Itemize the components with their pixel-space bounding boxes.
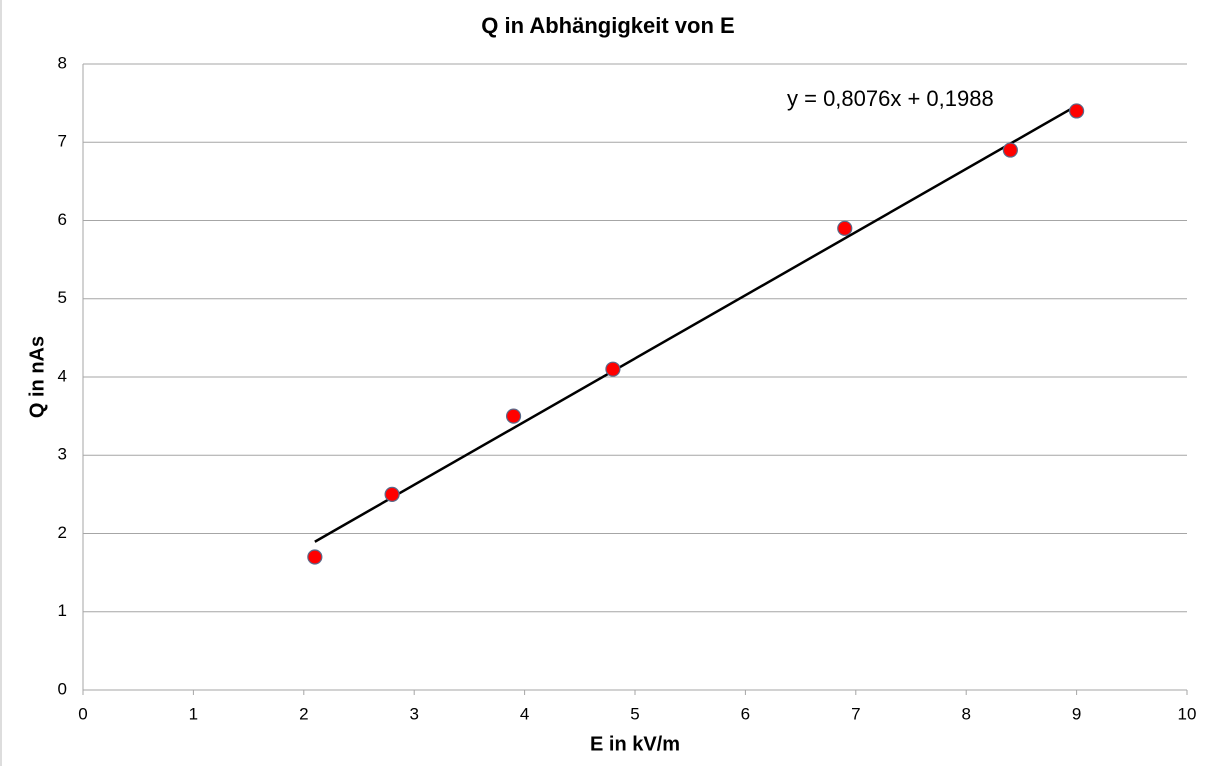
trendline (314, 104, 1078, 543)
chart-title: Q in Abhängigkeit von E (481, 13, 734, 38)
x-tick-label: 5 (630, 704, 639, 723)
x-axis-label: E in kV/m (590, 733, 680, 755)
y-tick-label: 8 (58, 53, 67, 72)
x-tick-label: 3 (409, 704, 418, 723)
data-point (605, 361, 621, 377)
y-tick-label: 4 (58, 366, 67, 385)
x-tick-label: 10 (1178, 704, 1197, 723)
data-point (1002, 142, 1018, 158)
y-tick-label: 3 (58, 445, 67, 464)
x-tick-label: 2 (299, 704, 308, 723)
data-point (505, 408, 522, 424)
x-tick-label: 7 (851, 704, 860, 723)
x-tick-label: 6 (741, 704, 750, 723)
data-point (384, 486, 400, 502)
data-point (307, 549, 323, 565)
x-tick-label: 4 (520, 704, 529, 723)
y-tick-label: 7 (58, 132, 67, 151)
x-tick-label: 0 (78, 704, 87, 723)
x-tick-label: 1 (189, 704, 198, 723)
y-axis-label: Q in nAs (26, 336, 48, 418)
y-tick-label: 6 (58, 210, 67, 229)
y-tick-label: 1 (58, 601, 67, 620)
trendline-equation: y = 0,8076x + 0,1988 (787, 86, 994, 111)
y-tick-label: 2 (58, 523, 67, 542)
x-tick-label: 9 (1072, 704, 1081, 723)
data-point (837, 220, 853, 236)
data-point (1068, 103, 1085, 119)
y-tick-label: 0 (58, 679, 67, 698)
y-tick-label: 5 (58, 288, 67, 307)
x-tick-label: 8 (961, 704, 970, 723)
